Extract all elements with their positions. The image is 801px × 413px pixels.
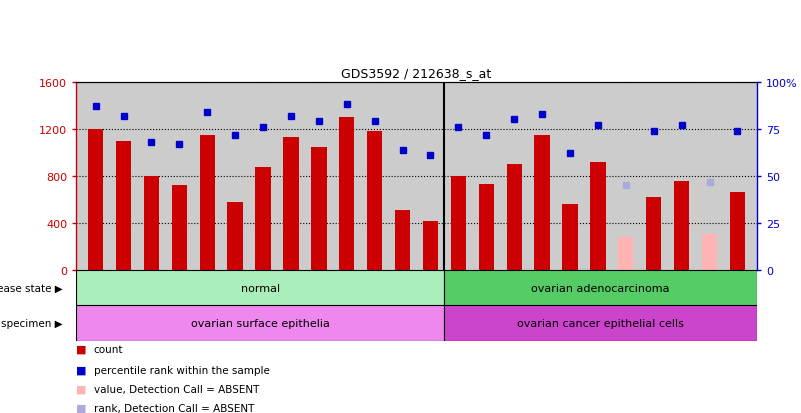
Bar xyxy=(562,205,578,271)
Text: ■: ■ xyxy=(76,344,90,354)
Bar xyxy=(445,306,757,341)
Bar xyxy=(534,135,549,271)
Bar xyxy=(227,202,243,271)
Text: ovarian surface epithelia: ovarian surface epithelia xyxy=(191,318,330,328)
Bar xyxy=(171,186,187,271)
Bar xyxy=(116,141,131,271)
Bar xyxy=(76,306,445,341)
Bar xyxy=(674,181,690,271)
Text: ■: ■ xyxy=(76,365,90,375)
Bar xyxy=(76,271,445,306)
Bar xyxy=(256,167,271,271)
Bar xyxy=(451,177,466,271)
Bar xyxy=(311,147,327,271)
Bar xyxy=(423,221,438,271)
Bar xyxy=(618,237,634,271)
Text: value, Detection Call = ABSENT: value, Detection Call = ABSENT xyxy=(94,384,259,394)
Bar xyxy=(702,234,717,271)
Bar xyxy=(445,271,757,306)
Bar xyxy=(199,135,215,271)
Text: rank, Detection Call = ABSENT: rank, Detection Call = ABSENT xyxy=(94,403,254,413)
Bar xyxy=(646,198,662,271)
Bar xyxy=(143,177,159,271)
Text: ■: ■ xyxy=(76,384,90,394)
Bar xyxy=(367,132,382,271)
Text: ■: ■ xyxy=(76,403,90,413)
Bar xyxy=(730,193,745,271)
Text: ovarian cancer epithelial cells: ovarian cancer epithelial cells xyxy=(517,318,684,328)
Text: disease state ▶: disease state ▶ xyxy=(0,283,62,293)
Bar xyxy=(590,162,606,271)
Title: GDS3592 / 212638_s_at: GDS3592 / 212638_s_at xyxy=(341,67,492,80)
Bar xyxy=(506,165,522,271)
Text: count: count xyxy=(94,344,123,354)
Text: specimen ▶: specimen ▶ xyxy=(1,318,62,328)
Text: ovarian adenocarcinoma: ovarian adenocarcinoma xyxy=(531,283,670,293)
Bar xyxy=(339,118,354,271)
Text: percentile rank within the sample: percentile rank within the sample xyxy=(94,365,270,375)
Bar xyxy=(395,211,410,271)
Text: normal: normal xyxy=(240,283,280,293)
Bar xyxy=(479,185,494,271)
Bar xyxy=(88,130,103,271)
Bar xyxy=(284,138,299,271)
